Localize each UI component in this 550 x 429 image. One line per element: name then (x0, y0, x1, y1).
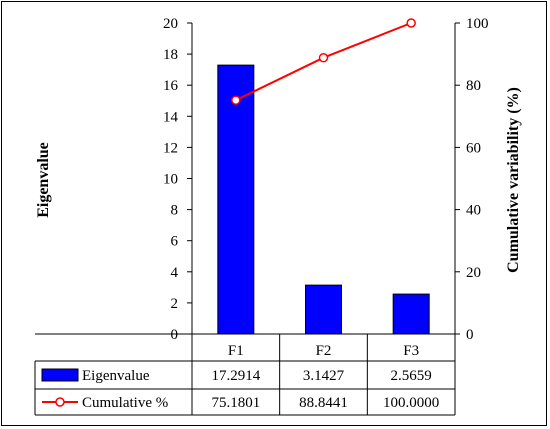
y-tick-label-7: 14 (163, 109, 179, 125)
cumulative-point-F3 (406, 18, 416, 28)
legend-key-bar (41, 368, 79, 382)
y2-tick-label-5: 100 (466, 16, 489, 32)
y-axis-title: Eigenvalue (35, 142, 52, 218)
right-axis-ticks: 0 20 40 60 80 100 (455, 16, 489, 343)
data-label-1-F1: 75.1801 (211, 395, 260, 411)
data-label-0-F2: 3.1427 (303, 368, 345, 384)
bars (217, 64, 430, 335)
bar-F3 (392, 293, 430, 335)
legend-label-0: Eigenvalue (82, 368, 150, 384)
legend-label-1: Cumulative % (82, 395, 168, 411)
y-tick-label-6: 12 (163, 140, 178, 156)
y2-tick-label-3: 60 (466, 140, 481, 156)
data-label-1-F3: 100.0000 (383, 395, 439, 411)
axes (191, 23, 456, 334)
bar-F1 (217, 64, 255, 335)
y-tick-label-8: 16 (163, 78, 179, 94)
y-tick-label-5: 10 (163, 172, 178, 188)
bar-F2 (305, 284, 342, 335)
y-tick-label-2: 4 (171, 265, 179, 281)
left-axis-ticks: 0 2 4 6 8 10 12 14 16 18 20 (163, 16, 192, 343)
y2-axis-title: Cumulative variability (%) (505, 87, 522, 273)
category-label-F2: F2 (316, 343, 332, 359)
data-label-1-F2: 88.8441 (299, 395, 348, 411)
y2-tick-label-4: 80 (466, 78, 481, 94)
category-label-F1: F1 (228, 343, 244, 359)
y-tick-label-1: 2 (171, 296, 179, 312)
y2-tick-label-2: 40 (466, 203, 481, 219)
y-tick-label-3: 6 (171, 234, 179, 250)
data-label-0-F1: 17.2914 (211, 368, 260, 384)
data-table: F1 F2 F3 Eigenvalue 17.2914 3.1427 2.5659 Cumul… (34, 333, 456, 416)
y-tick-label-10: 20 (163, 16, 178, 32)
cumulative-line (231, 18, 416, 105)
y-tick-label-4: 8 (171, 203, 179, 219)
category-label-F3: F3 (403, 343, 419, 359)
y-tick-label-9: 18 (163, 47, 178, 63)
y2-tick-label-1: 20 (466, 265, 481, 281)
cumulative-point-F1 (231, 95, 241, 105)
legend-key-marker (55, 397, 65, 407)
y-tick-label-0: 0 (171, 327, 179, 343)
cumulative-point-F2 (318, 52, 329, 63)
data-label-0-F3: 2.5659 (391, 368, 432, 384)
y2-tick-label-0: 0 (466, 327, 474, 343)
